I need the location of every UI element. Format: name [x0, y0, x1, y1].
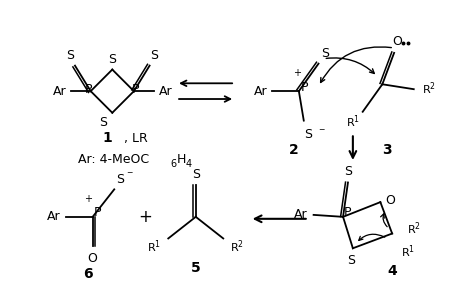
Text: R$^{1}$: R$^{1}$: [346, 113, 360, 130]
Text: Ar: 4-MeOC: Ar: 4-MeOC: [78, 153, 149, 166]
Text: $^{-}$: $^{-}$: [126, 171, 134, 180]
Text: Ar: Ar: [158, 85, 172, 98]
Text: O: O: [88, 252, 98, 265]
Text: R$^{2}$: R$^{2}$: [230, 238, 244, 255]
Text: +: +: [84, 194, 92, 204]
Text: R$^{2}$: R$^{2}$: [422, 81, 437, 98]
Text: S: S: [100, 116, 108, 129]
Text: P: P: [344, 206, 352, 219]
Text: Ar: Ar: [254, 85, 267, 98]
Text: Ar: Ar: [46, 210, 60, 223]
Text: S: S: [151, 49, 158, 62]
Text: P: P: [94, 206, 101, 219]
Text: R$^{1}$: R$^{1}$: [401, 243, 415, 260]
Text: Ar: Ar: [53, 85, 66, 98]
Text: +: +: [293, 68, 301, 79]
Text: $^{-}$: $^{-}$: [318, 128, 325, 137]
Text: 4: 4: [186, 159, 192, 169]
Text: 2: 2: [289, 143, 299, 157]
Text: P: P: [85, 83, 92, 96]
Text: , LR: , LR: [124, 132, 148, 145]
Text: 4: 4: [387, 264, 397, 278]
Text: O: O: [385, 194, 395, 207]
Text: +: +: [138, 208, 152, 226]
Text: S: S: [192, 168, 200, 181]
Text: S: S: [321, 47, 329, 60]
Text: S: S: [108, 53, 116, 66]
Text: 6: 6: [83, 267, 92, 281]
Text: 6: 6: [170, 159, 176, 169]
Text: H: H: [177, 153, 186, 166]
Text: P: P: [301, 81, 309, 94]
Text: O: O: [392, 34, 402, 47]
Text: S: S: [304, 128, 312, 141]
Text: Ar: Ar: [294, 209, 308, 221]
Text: R$^{2}$: R$^{2}$: [407, 220, 421, 237]
Text: S: S: [116, 173, 124, 186]
Text: R$^{1}$: R$^{1}$: [147, 238, 162, 255]
Text: 5: 5: [191, 261, 201, 275]
Text: S: S: [347, 253, 355, 266]
Text: 1: 1: [102, 131, 112, 145]
Text: S: S: [344, 165, 352, 178]
Text: S: S: [66, 49, 74, 62]
Text: 3: 3: [383, 143, 392, 157]
Text: P: P: [132, 83, 140, 96]
